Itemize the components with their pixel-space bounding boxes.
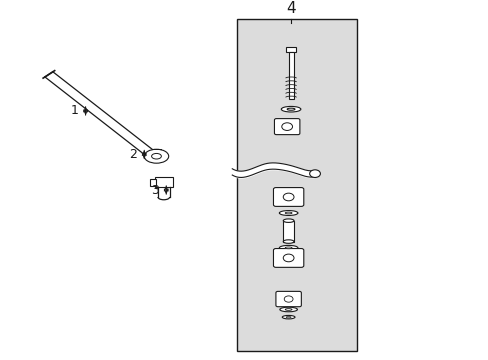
Bar (283, 221, 293, 242)
Ellipse shape (283, 254, 293, 262)
Bar (155, 177, 172, 187)
Ellipse shape (284, 296, 292, 302)
Bar (285, 46, 295, 52)
Ellipse shape (144, 149, 168, 163)
Ellipse shape (286, 108, 294, 110)
Ellipse shape (281, 107, 300, 112)
FancyBboxPatch shape (273, 248, 303, 267)
Ellipse shape (285, 309, 291, 310)
Bar (237, 19, 356, 351)
Ellipse shape (285, 247, 291, 249)
Ellipse shape (309, 170, 320, 177)
Text: 1: 1 (71, 104, 79, 117)
Ellipse shape (283, 193, 293, 201)
FancyBboxPatch shape (273, 188, 303, 206)
Ellipse shape (279, 211, 297, 215)
Text: 4: 4 (285, 1, 295, 16)
Ellipse shape (282, 315, 294, 319)
Ellipse shape (283, 240, 293, 243)
Ellipse shape (285, 212, 291, 214)
Text: 3: 3 (151, 184, 159, 197)
Ellipse shape (279, 307, 297, 312)
Text: 2: 2 (129, 148, 137, 161)
FancyBboxPatch shape (274, 118, 299, 135)
Bar (288, 52, 293, 99)
Ellipse shape (279, 246, 297, 250)
Ellipse shape (281, 123, 292, 130)
Ellipse shape (151, 153, 161, 159)
Bar (150, 179, 156, 186)
FancyBboxPatch shape (275, 291, 301, 307)
Ellipse shape (285, 316, 290, 318)
Ellipse shape (283, 219, 293, 222)
